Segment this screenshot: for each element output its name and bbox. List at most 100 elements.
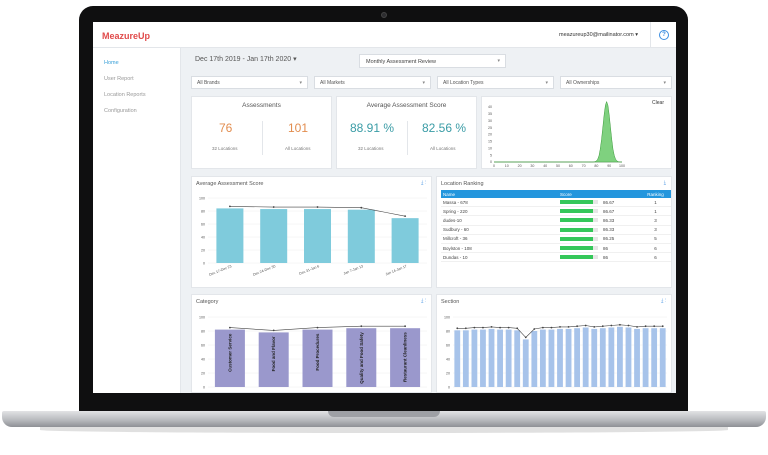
user-menu[interactable]: meazureup30@mailinator.com ▾: [559, 32, 638, 38]
x-tick-label: 60: [569, 164, 573, 168]
chevron-down-icon: ▾: [663, 80, 666, 86]
bar: [591, 328, 598, 387]
score-cell: 86.25: [560, 236, 640, 241]
bar: [346, 328, 377, 387]
score-cell: 86.33: [560, 227, 640, 232]
location-name: Millcroft - 36: [443, 236, 468, 242]
bar: [659, 328, 666, 387]
average-score-value-all: 82.56 %: [422, 121, 467, 135]
assessments-card: Assessments 76 32 Locations 101 All Loca…: [191, 96, 332, 169]
bar: [216, 208, 244, 263]
location-name: Dundas - 10: [443, 254, 468, 260]
trend-point: [516, 327, 519, 330]
location-types-select[interactable]: All Location Types ▾: [437, 76, 554, 89]
clear-button[interactable]: Clear: [652, 100, 664, 106]
table-row[interactable]: dudes-10 86.33 3: [441, 216, 671, 226]
sidebar-item-user-report[interactable]: User Report: [104, 76, 134, 82]
bar: [347, 209, 375, 263]
rank-value: 1: [654, 208, 657, 214]
main-content: Dec 17th 2019 - Jan 17th 2020 ▾ Monthly …: [181, 48, 676, 393]
trend-point: [541, 326, 544, 329]
more-icon[interactable]: ⋮: [424, 298, 426, 304]
laptop-notch: [328, 411, 440, 417]
table-row[interactable]: Boylston - 108 86 6: [441, 244, 671, 254]
more-icon[interactable]: ⋮: [664, 298, 666, 304]
trend-point: [661, 325, 664, 328]
download-icon[interactable]: ⤓: [421, 298, 424, 304]
score-cell: 86.67: [560, 200, 640, 205]
sidebar-item-configuration[interactable]: Configuration: [104, 108, 137, 114]
more-icon[interactable]: ⋮: [424, 180, 426, 186]
score-value: 86.33: [603, 227, 615, 233]
bar: [505, 329, 512, 387]
rank-value: 5: [654, 236, 657, 242]
category-label: Food and Flavor: [271, 336, 276, 371]
average-score-value-32: 88.91 %: [350, 121, 395, 135]
y-tick-label: 100: [199, 196, 205, 200]
y-tick-label: 80: [446, 329, 450, 333]
y-tick-label: 5: [490, 153, 492, 157]
sidebar-item-location-reports[interactable]: Location Reports: [104, 92, 146, 98]
bar: [582, 327, 589, 387]
x-tick-label: 20: [518, 164, 522, 168]
column-header-ranking[interactable]: Ranking: [647, 191, 664, 197]
chevron-down-icon: ▾: [635, 32, 638, 38]
trend-point: [360, 325, 363, 328]
bar: [599, 328, 606, 387]
logo: MeazureUp: [102, 31, 151, 41]
location-name: Boylston - 108: [443, 245, 472, 251]
chevron-down-icon: ▾: [545, 80, 548, 86]
location-ranking-card: Location Ranking ⤓ Name Score Ranking Ma…: [436, 176, 672, 288]
trend-point: [482, 326, 484, 329]
markets-select[interactable]: All Markets ▾: [314, 76, 431, 89]
column-header-name[interactable]: Name: [443, 191, 456, 197]
assessments-value-32: 76: [219, 121, 233, 135]
trend-point: [584, 324, 587, 327]
table-row[interactable]: Sudbury - 60 86.33 3: [441, 226, 671, 235]
bar: [514, 330, 521, 387]
score-bar-fill: [560, 246, 593, 251]
trend-point: [272, 206, 275, 208]
ownerships-select[interactable]: All Ownerships ▾: [560, 76, 672, 89]
score-value: 86.67: [603, 199, 615, 205]
table-row[interactable]: Millcroft - 36 86.25 5: [441, 235, 671, 244]
download-icon[interactable]: ⤓: [421, 180, 424, 186]
score-cell: 86.33: [560, 218, 640, 223]
chevron-down-icon: ▾: [293, 56, 297, 63]
download-icon[interactable]: ⤓: [663, 180, 666, 186]
y-tick-label: 40: [446, 357, 450, 361]
laptop-shadow: [40, 427, 728, 433]
trend-point: [404, 325, 406, 328]
y-tick-label: 60: [446, 343, 450, 347]
y-tick-label: 20: [446, 371, 450, 375]
score-value: 86.33: [603, 217, 615, 223]
table-row[interactable]: Spring - 220 86.67 1: [441, 207, 671, 217]
y-tick-label: 40: [201, 357, 205, 361]
y-tick-label: 0: [203, 385, 205, 389]
bar: [391, 218, 419, 263]
review-type-select[interactable]: Monthly Assessment Review ▾: [359, 54, 506, 68]
assessments-label-32: 32 Locations: [212, 146, 238, 151]
bar: [488, 328, 495, 387]
bar: [304, 209, 331, 263]
brands-select[interactable]: All Brands ▾: [191, 76, 308, 89]
y-tick-label: 100: [444, 315, 450, 319]
column-header-score[interactable]: Score: [560, 191, 572, 197]
bar: [548, 329, 555, 387]
divider: [262, 121, 263, 155]
date-range-picker[interactable]: Dec 17th 2019 - Jan 17th 2020 ▾: [195, 55, 297, 63]
sidebar-item-home[interactable]: Home: [104, 60, 119, 66]
help-button[interactable]: ?: [650, 22, 676, 48]
bar: [651, 328, 658, 387]
bar: [390, 328, 421, 387]
bar: [539, 329, 546, 387]
table-row[interactable]: Massa - 678 86.67 1: [441, 198, 671, 208]
table-row[interactable]: Dundas - 10 86 6: [441, 253, 671, 263]
score-bar: [560, 209, 598, 214]
trend-point: [644, 325, 647, 328]
y-tick-label: 0: [203, 261, 205, 265]
average-score-label-32: 32 Locations: [358, 146, 384, 151]
y-tick-label: 60: [201, 222, 205, 226]
laptop-base: [2, 411, 766, 427]
download-icon[interactable]: ⤓: [661, 298, 664, 304]
